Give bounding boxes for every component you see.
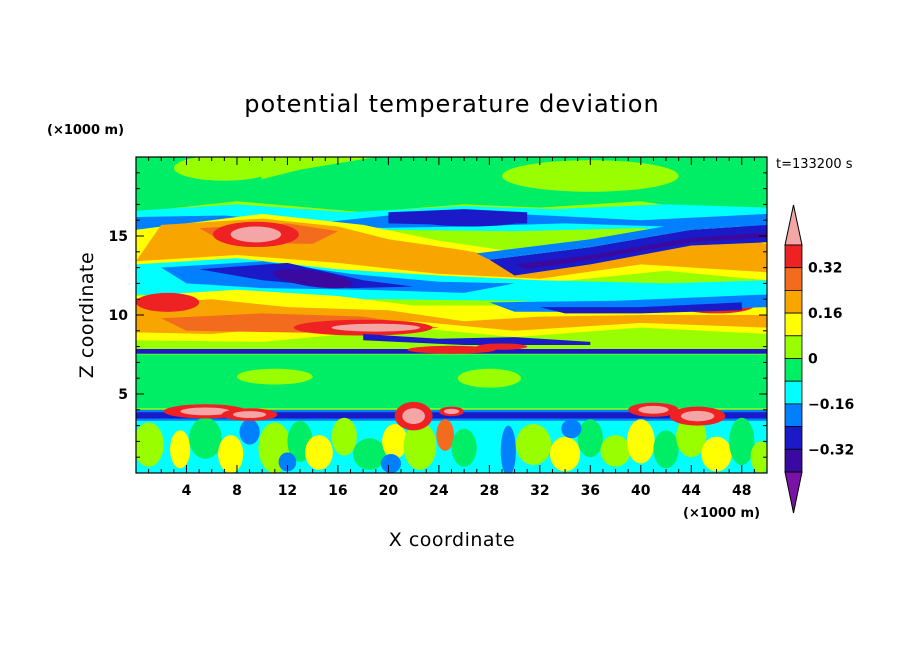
boundary-layer-cell-24: [701, 436, 732, 472]
boundary-layer-cell-8: [305, 435, 333, 470]
colorbar-tick-label: 0.32: [808, 261, 843, 277]
x-tick-label: 16: [328, 483, 347, 499]
boundary-layer-cell-25: [729, 417, 755, 466]
colorbar-segment: [784, 267, 803, 291]
colorbar-tick-label: −0.16: [808, 397, 854, 413]
colorbar-segment: [784, 335, 803, 359]
dark-blue-blob-top-center: [413, 210, 528, 227]
boundary-layer-cell-12: [403, 422, 437, 470]
pink-core-upper-left: [230, 226, 282, 243]
boundary-layer-cell-14: [451, 428, 477, 467]
pink-core-lower: [331, 323, 420, 332]
boundary-layer-cell-15: [474, 449, 505, 472]
boundary-layer-cell-5: [239, 419, 260, 445]
boundary-layer-cell-4: [218, 435, 244, 473]
colorbar-segment: [784, 448, 803, 473]
thermal-plume-core-6: [443, 408, 460, 414]
colorbar-segment: [784, 289, 803, 314]
y-axis: 5 10 15: [109, 172, 767, 458]
colorbar-segment: [784, 358, 803, 382]
thermal-plume-core-5: [680, 410, 715, 422]
boundary-layer-cell-28: [278, 452, 297, 472]
indigo-blob-mid-left: [272, 269, 353, 289]
thermal-plume-core-2: [232, 411, 267, 419]
weak-positive-patch-mid: [236, 368, 313, 385]
y-tick-label: 5: [118, 387, 128, 403]
boundary-layer-cell-11: [382, 424, 408, 459]
contour-plot-area: [136, 157, 767, 473]
boundary-layer-cell-13: [436, 419, 455, 451]
x-tick-label: 12: [278, 483, 297, 499]
x-tick-label: 20: [379, 483, 399, 499]
red-spot-shear-a: [407, 345, 496, 354]
boundary-layer-cell-19: [577, 419, 603, 458]
blue-halo-upper-right: [476, 220, 767, 260]
boundary-layer-cell-1: [136, 422, 164, 467]
colorbar-segment: [784, 426, 803, 450]
z-unit-label: (×1000 m): [47, 123, 124, 138]
indigo-band-upper-right: [514, 232, 767, 270]
colorbar: 0.32 0.16 0 −0.16 −0.32: [784, 204, 854, 514]
y-tick-label: 10: [109, 308, 129, 324]
boundary-layer-cell-9: [331, 417, 357, 456]
x-tick-label: 8: [232, 483, 242, 499]
colorbar-segment: [784, 312, 803, 337]
chart-title: potential temperature deviation: [244, 90, 659, 118]
dark-blue-band-lower-right: [539, 302, 742, 314]
colorbar-tick-label: 0: [808, 352, 818, 368]
x-axis-label: X coordinate: [389, 529, 515, 551]
x-tick-label: 4: [182, 483, 192, 499]
thermal-plume-core-3: [402, 408, 425, 424]
weak-positive-patch-top-right: [501, 160, 679, 192]
boundary-layer-cell-16: [500, 425, 516, 473]
thermal-plume-core-4: [638, 405, 669, 414]
x-tick-label: 40: [631, 483, 651, 499]
boundary-layer-cell-18: [549, 436, 581, 472]
y-tick-label: 15: [109, 229, 128, 245]
x-unit-label: (×1000 m): [683, 506, 760, 521]
red-spot-shear-b: [476, 343, 528, 350]
x-tick-label: 32: [530, 483, 549, 499]
colorbar-segment: [784, 380, 803, 405]
x-tick-label: 44: [682, 483, 702, 499]
colorbar-bottom-arrow: [784, 471, 803, 514]
thermal-plume-core-1: [180, 407, 231, 416]
neutral-mid-layer: [136, 354, 767, 409]
x-tick-label: 48: [732, 483, 751, 499]
boundary-layer-cell-17: [515, 424, 552, 466]
colorbar-segment: [784, 403, 803, 427]
y-axis-label: Z coordinate: [76, 252, 98, 378]
boundary-layer-cell-20: [600, 435, 631, 467]
boundary-layer-cell-22: [653, 430, 679, 469]
colorbar-tick-label: −0.32: [808, 442, 854, 458]
time-label: t=133200 s: [776, 157, 853, 172]
colorbar-segment: [784, 244, 803, 269]
boundary-layer-cell-26: [750, 441, 767, 473]
boundary-layer-cell-2: [170, 430, 191, 469]
x-tick-label: 24: [429, 483, 449, 499]
colorbar-top-arrow: [784, 204, 803, 246]
dark-blue-band-center: [363, 334, 591, 345]
weak-positive-patch-top: [173, 157, 275, 181]
x-tick-label: 36: [581, 483, 600, 499]
red-blob-lower-left: [136, 292, 200, 312]
x-tick-label: 28: [480, 483, 499, 499]
boundary-layer-cell-3: [189, 417, 222, 459]
boundary-layer-cell-29: [380, 454, 402, 473]
weak-positive-patch-mid2: [457, 368, 521, 388]
boundary-layer-cell-10: [353, 438, 386, 470]
colorbar-tick-label: 0.16: [808, 306, 843, 322]
x-axis: 4 8 12 16 20 24 28 32 36 40 44 48: [148, 157, 755, 499]
boundary-layer-cell-27: [561, 419, 582, 439]
boundary-layer-cell-21: [626, 419, 655, 464]
boundary-layer-cell-23: [676, 416, 707, 458]
